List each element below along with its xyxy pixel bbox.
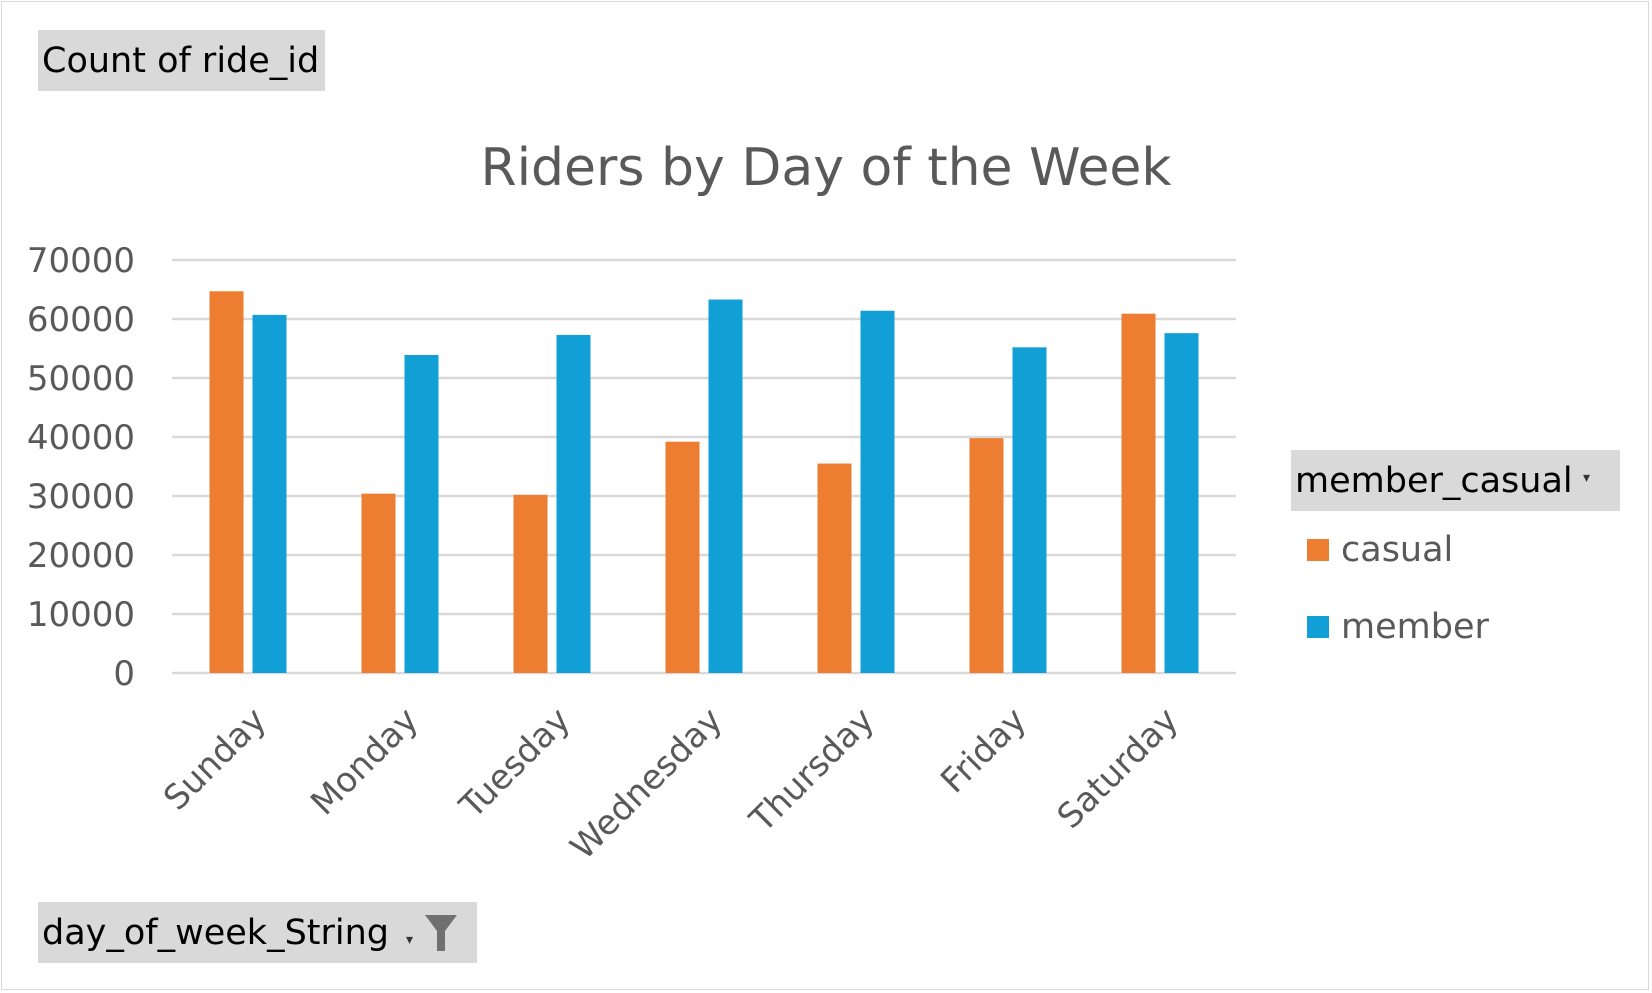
- y-axis: 0 10000 20000 30000 40000 50000 60000 70000: [27, 241, 135, 694]
- y-tick-label: 20000: [27, 536, 135, 576]
- bar-casual-thursday: [817, 463, 852, 673]
- chevron-down-icon[interactable]: ▾: [1583, 470, 1591, 486]
- y-tick-label: 50000: [27, 359, 135, 399]
- y-tick-label: 40000: [27, 418, 135, 458]
- legend-field-button[interactable]: member_casual ▾: [1291, 450, 1620, 511]
- legend-swatch-casual: [1307, 539, 1329, 561]
- x-tick-label: Thursday: [742, 700, 883, 841]
- bar-member-wednesday: [708, 299, 743, 673]
- bar-member-friday: [1012, 347, 1047, 673]
- values-field-button[interactable]: Count of ride_id: [38, 30, 325, 91]
- bar-casual-friday: [969, 438, 1004, 673]
- bar-casual-saturday: [1121, 313, 1156, 673]
- legend-item-member: member: [1307, 607, 1489, 647]
- x-tick-label: Monday: [303, 700, 426, 823]
- bar-member-thursday: [860, 310, 895, 673]
- axis-field-label: day_of_week_String: [42, 912, 390, 953]
- chevron-down-icon[interactable]: ▾: [406, 932, 414, 948]
- bar-member-monday: [404, 354, 439, 673]
- bar-member-tuesday: [556, 334, 591, 673]
- legend-swatch-member: [1307, 616, 1329, 638]
- y-tick-label: 10000: [27, 595, 135, 635]
- x-tick-label: Tuesday: [452, 700, 579, 827]
- bar-casual-monday: [361, 493, 396, 673]
- bars: [209, 291, 1199, 673]
- y-tick-label: 0: [113, 654, 135, 694]
- legend-label-casual: casual: [1341, 530, 1454, 570]
- legend-item-casual: casual: [1307, 530, 1453, 570]
- y-tick-label: 30000: [27, 477, 135, 517]
- x-tick-label: Sunday: [156, 700, 274, 818]
- gridlines: [172, 258, 1236, 675]
- legend-label-member: member: [1341, 607, 1489, 647]
- x-tick-label: Wednesday: [563, 700, 730, 867]
- values-field-label: Count of ride_id: [42, 40, 320, 81]
- chart-title: Riders by Day of the Week: [480, 138, 1171, 198]
- legend-field-label: member_casual: [1295, 460, 1573, 501]
- bar-casual-sunday: [209, 291, 244, 673]
- filter-icon[interactable]: [424, 913, 458, 953]
- x-tick-label: Saturday: [1050, 700, 1187, 837]
- y-tick-label: 70000: [27, 241, 135, 281]
- y-tick-label: 60000: [27, 300, 135, 340]
- x-tick-label: Friday: [933, 700, 1034, 801]
- bar-casual-tuesday: [513, 494, 548, 673]
- bar-member-saturday: [1164, 333, 1199, 673]
- axis-field-button[interactable]: day_of_week_String ▾: [38, 902, 477, 963]
- bar-casual-wednesday: [665, 441, 700, 673]
- bar-member-sunday: [252, 314, 287, 673]
